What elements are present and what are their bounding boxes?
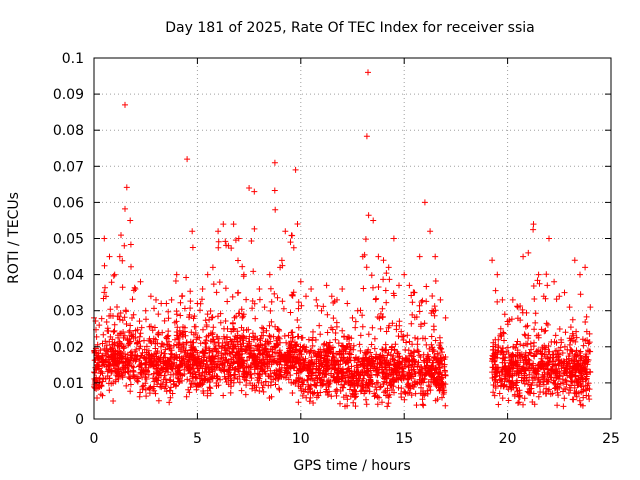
y-tick-label: 0.02 — [53, 340, 84, 356]
chart-title: Day 181 of 2025, Rate Of TEC Index for r… — [165, 20, 534, 36]
x-tick-label: 15 — [395, 431, 413, 447]
x-tick-label: 25 — [602, 431, 620, 447]
x-tick-label: 0 — [90, 431, 99, 447]
x-tick-label: 20 — [499, 431, 517, 447]
y-tick-label: 0 — [75, 412, 84, 428]
y-tick-label: 0.05 — [53, 232, 84, 248]
y-tick-label: 0.04 — [53, 268, 84, 284]
y-tick-label: 0.01 — [53, 376, 84, 392]
x-tick-label: 10 — [292, 431, 310, 447]
data-points — [91, 69, 594, 410]
y-axis-label: ROTI / TECUs — [6, 192, 22, 284]
roti-series-markers — [91, 69, 594, 410]
y-tick-label: 0.03 — [53, 304, 84, 320]
y-tick-label: 0.08 — [53, 123, 84, 139]
x-tick-label: 5 — [193, 431, 202, 447]
x-axis-label: GPS time / hours — [293, 458, 410, 474]
y-tick-label: 0.09 — [53, 87, 84, 103]
y-tick-label: 0.06 — [53, 195, 84, 211]
y-tick-label: 0.1 — [62, 51, 84, 67]
y-tick-label: 0.07 — [53, 159, 84, 175]
axis-ticks: 0 5 10 15 20 25 0 0.01 0.02 0.03 0.04 0.05 0.06 0.07 0… — [53, 51, 620, 447]
